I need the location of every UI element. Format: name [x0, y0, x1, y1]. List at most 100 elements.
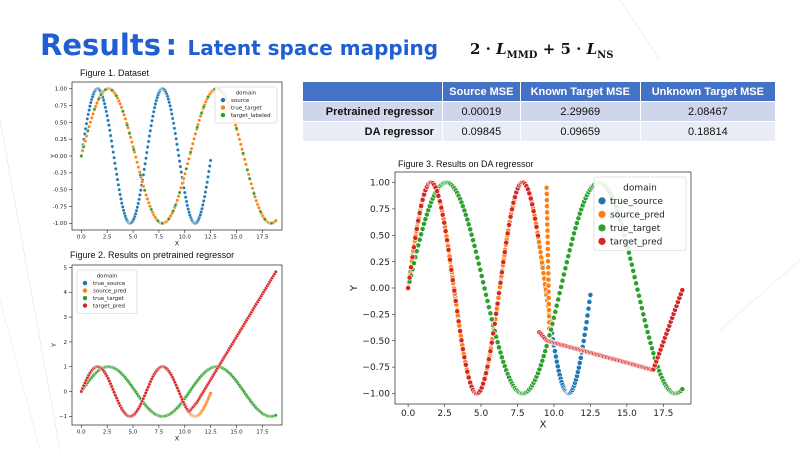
data-point	[273, 269, 278, 274]
data-point	[545, 294, 552, 301]
data-point	[545, 270, 552, 277]
y-axis-label: Y	[50, 343, 58, 348]
data-point	[169, 107, 173, 112]
data-point	[79, 154, 84, 158]
data-point	[419, 226, 426, 232]
data-point	[140, 179, 145, 184]
data-point	[679, 287, 686, 294]
data-point	[478, 273, 485, 279]
data-point	[544, 215, 551, 222]
data-point	[487, 348, 494, 355]
data-point	[630, 267, 637, 274]
data-point	[421, 220, 427, 227]
data-point	[544, 209, 551, 216]
data-point	[569, 235, 576, 242]
data-point	[535, 232, 541, 239]
data-point	[408, 264, 414, 271]
legend-entry: true_target	[231, 106, 263, 112]
data-point	[464, 368, 471, 375]
legend-marker	[598, 197, 606, 205]
data-point	[462, 361, 469, 368]
data-point	[184, 199, 189, 204]
x-tick-label: 10.0	[544, 409, 564, 419]
data-point	[144, 156, 148, 161]
legend-entry: true_source	[610, 197, 663, 207]
data-point	[181, 176, 186, 181]
data-point	[177, 159, 182, 164]
data-point	[582, 325, 589, 332]
y-tick-label: −1	[59, 414, 67, 420]
data-point	[583, 319, 590, 326]
x-tick-label: 0.0	[77, 235, 86, 241]
data-point	[114, 172, 119, 177]
data-point	[415, 217, 422, 224]
formula-coef1: 2	[470, 40, 481, 58]
data-point	[91, 111, 95, 116]
data-point	[141, 184, 146, 189]
data-point	[412, 234, 419, 241]
data-point	[409, 254, 416, 261]
table-row-label: DA regressor	[302, 121, 443, 142]
data-point	[150, 114, 155, 119]
data-point	[112, 155, 117, 160]
x-tick-label: 15.0	[617, 409, 637, 419]
data-point	[200, 206, 204, 211]
data-point	[88, 100, 93, 105]
data-point	[118, 192, 123, 197]
data-point	[529, 201, 536, 208]
data-point	[585, 305, 592, 312]
data-point	[560, 271, 567, 278]
data-point	[572, 225, 579, 232]
data-point	[186, 156, 191, 161]
data-point	[498, 269, 505, 276]
data-point	[484, 298, 491, 304]
data-point	[577, 354, 584, 361]
y-tick-label: 0.50	[55, 120, 68, 126]
data-point	[543, 184, 550, 191]
data-point	[552, 308, 559, 315]
data-point	[485, 304, 492, 311]
data-point	[120, 109, 125, 114]
data-point	[650, 350, 657, 357]
data-point	[544, 233, 551, 240]
data-point	[459, 346, 466, 353]
data-point	[148, 128, 153, 133]
x-axis-label: X	[175, 240, 180, 248]
data-point	[638, 305, 645, 312]
data-point	[137, 192, 142, 197]
y-tick-label: 5	[64, 265, 68, 271]
data-point	[556, 290, 563, 297]
data-point	[258, 209, 263, 214]
data-point	[116, 182, 121, 187]
data-point	[128, 135, 133, 140]
data-point	[544, 221, 551, 228]
data-point	[80, 148, 85, 153]
figure1-chart: 0.0 2.5 5.0 7.5 10.0 12.5 15.0 17.5 1.00 0.75 0.50…	[50, 81, 283, 248]
data-point	[111, 150, 116, 155]
data-point	[149, 123, 154, 128]
data-point	[84, 121, 89, 126]
legend-box	[593, 176, 687, 251]
data-point	[562, 265, 569, 272]
legend-entry: target_pred	[93, 304, 125, 310]
legend-box	[214, 86, 278, 124]
data-point	[200, 203, 205, 207]
data-point	[247, 176, 252, 181]
data-point	[103, 105, 108, 110]
data-point	[199, 111, 204, 116]
data-point	[119, 105, 124, 110]
data-point	[133, 155, 138, 160]
data-point	[135, 160, 140, 165]
data-point	[256, 205, 261, 210]
data-point	[544, 246, 551, 252]
data-point	[555, 296, 562, 303]
data-point	[465, 374, 472, 381]
x-tick-label: 5.0	[474, 409, 489, 419]
data-point	[545, 264, 552, 271]
data-point	[138, 188, 143, 193]
figure3-caption: Figure 3. Results on DA regressor	[398, 159, 534, 169]
table-cell: 0.18814	[639, 121, 777, 142]
data-point	[273, 218, 278, 223]
data-point	[527, 195, 534, 202]
